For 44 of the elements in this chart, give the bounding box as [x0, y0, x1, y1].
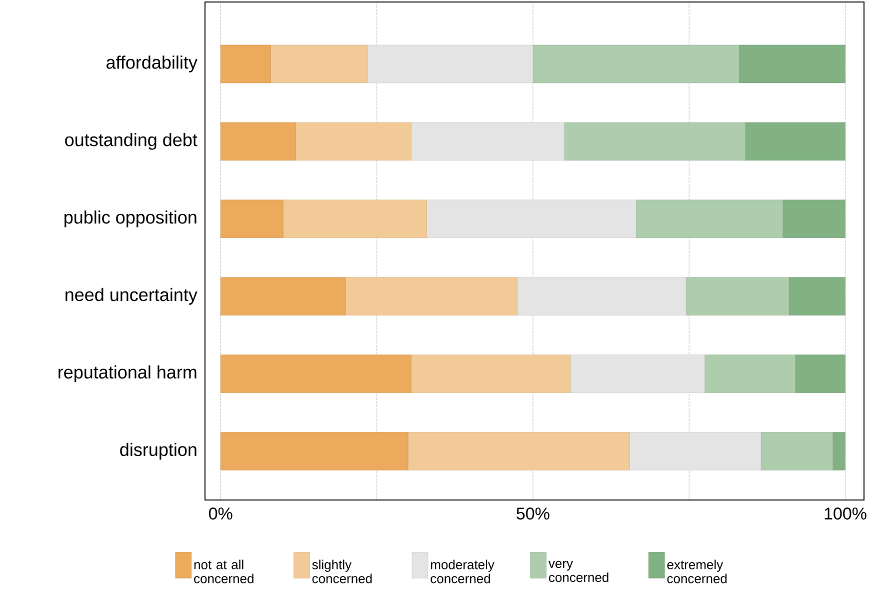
y-tick-label: affordability	[106, 56, 198, 72]
legend-label: extremely concerned	[667, 560, 727, 584]
bar	[345, 277, 518, 316]
bar	[760, 432, 833, 470]
bar	[220, 200, 284, 238]
bar	[517, 277, 686, 316]
legend-label: slightly concerned	[312, 560, 372, 584]
x-tick-label: 100%	[824, 508, 866, 520]
bar	[220, 354, 412, 393]
bar	[570, 354, 705, 393]
bar	[686, 277, 790, 316]
legend-label: very concerned	[548, 560, 608, 582]
bar	[408, 432, 630, 470]
bar	[410, 122, 564, 161]
y-tick-label: public opposition	[64, 210, 196, 228]
bar	[745, 122, 846, 161]
bar	[295, 122, 412, 161]
y-tick-label: outstanding debt	[65, 133, 198, 150]
bar	[738, 44, 846, 84]
x-tick-label: 50%	[516, 508, 550, 520]
bar	[782, 200, 846, 238]
bar	[636, 200, 783, 238]
bar	[532, 44, 740, 84]
bar	[367, 44, 534, 84]
bar	[410, 354, 571, 393]
bar	[220, 277, 346, 316]
bar	[832, 432, 846, 470]
bar	[270, 44, 368, 84]
y-tick-label: disruption	[120, 442, 196, 460]
bar	[630, 432, 762, 470]
legend-label: moderately concerned	[430, 560, 494, 584]
legend-label: not at all concerned	[194, 560, 254, 584]
x-tick-label: 0%	[208, 508, 232, 520]
bar	[795, 354, 846, 393]
bar	[426, 200, 636, 238]
bar	[220, 122, 296, 161]
bar	[282, 200, 427, 238]
bar	[220, 432, 408, 470]
bar	[704, 354, 796, 393]
bar	[564, 122, 746, 161]
y-tick-label: need uncertainty	[66, 288, 198, 305]
y-tick-label: reputational harm	[58, 365, 196, 382]
bar	[220, 44, 271, 84]
bar	[788, 277, 846, 316]
